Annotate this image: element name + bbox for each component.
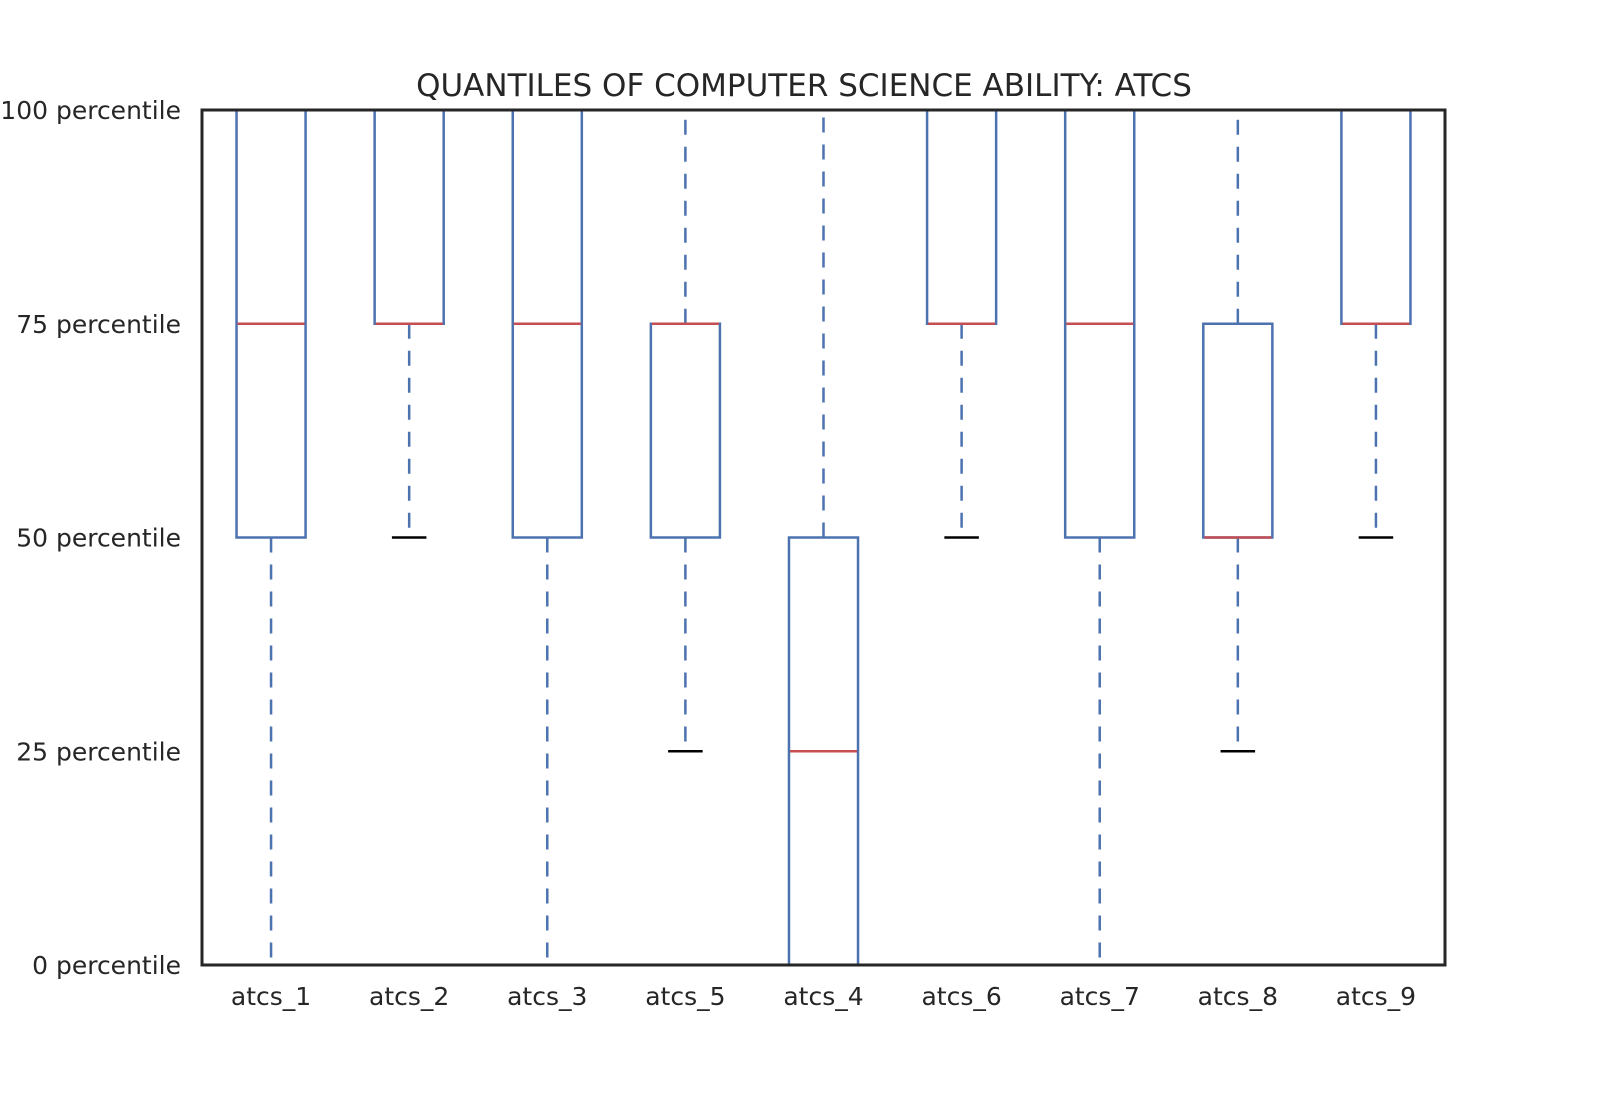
y-tick-label: 50 percentile [16,524,181,553]
x-tick-label: atcs_5 [645,982,725,1011]
y-tick-label: 0 percentile [32,951,181,980]
x-tick-label: atcs_8 [1198,982,1278,1011]
box-atcs_7 [1063,108,1136,965]
box-atcs_9 [1340,108,1412,539]
box-atcs_1 [235,108,307,965]
x-tick-label: atcs_3 [507,982,587,1011]
y-tick-label: 25 percentile [16,737,181,766]
box-atcs_5 [649,110,722,753]
box-atcs_8 [1202,110,1274,753]
iqr-box [649,322,722,539]
chart-title: QUANTILES OF COMPUTER SCIENCE ABILITY: A… [416,68,1192,104]
box-atcs_6 [925,108,998,539]
iqr-box [1340,108,1412,325]
plot-area-frame [200,108,1447,967]
iqr-box [1202,322,1274,539]
iqr-box [373,108,445,325]
x-tick-label: atcs_9 [1336,982,1416,1011]
x-tick-label: atcs_2 [369,982,449,1011]
box-atcs_3 [511,108,584,965]
x-axis-ticks: atcs_1 atcs_2 atcs_3 atcs_5 atcs_4 atcs_6 atcs… [231,982,1416,1011]
box-series [235,108,1412,967]
x-tick-label: atcs_7 [1060,982,1140,1011]
iqr-box [925,108,998,325]
y-tick-label: 100 percentile [0,96,181,125]
x-tick-label: atcs_1 [231,982,311,1011]
box-atcs_2 [373,108,445,539]
x-tick-label: atcs_4 [783,982,863,1011]
x-tick-label: atcs_6 [921,982,1001,1011]
y-axis-ticks: 0 percentile 25 percentile 50 percentile 75… [0,96,181,980]
y-tick-label: 75 percentile [16,310,181,339]
box-atcs_4 [787,110,860,967]
